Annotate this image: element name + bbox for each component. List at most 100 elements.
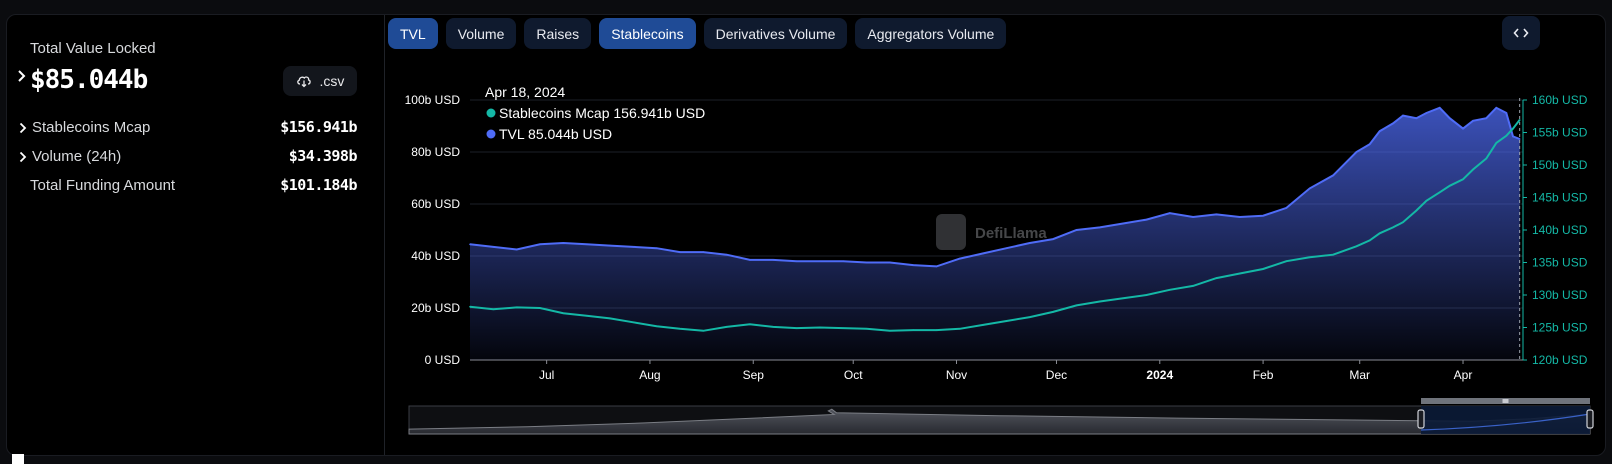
- tvl-point: [1415, 117, 1418, 119]
- tab-aggregators-volume[interactable]: Aggregators Volume: [855, 18, 1007, 49]
- tvl-point: [1462, 127, 1464, 130]
- tvl-point: [585, 243, 588, 246]
- tvl-point: [1122, 222, 1124, 225]
- tvl-point: [1262, 214, 1264, 217]
- stablecoins-point: [1512, 127, 1514, 130]
- tvl-point: [1285, 207, 1288, 209]
- y-axis-right-tick-label: 140b USD: [1532, 223, 1588, 237]
- stablecoins-point: [1402, 221, 1404, 223]
- stablecoins-point: [585, 315, 588, 317]
- tvl-point: [1355, 151, 1358, 153]
- tvl-point: [795, 260, 798, 263]
- navigator-selection-line: [1420, 413, 1591, 431]
- y-axis-left-tick-label: 40b USD: [411, 249, 460, 263]
- tvl-line: [469, 106, 1521, 268]
- tvl-value: $85.044b: [30, 65, 148, 95]
- stablecoins-point: [865, 328, 868, 330]
- stablecoins-point: [749, 323, 751, 326]
- tvl-point: [1438, 107, 1441, 109]
- stablecoins-point: [772, 326, 775, 328]
- y-axis-right-tick-label: 120b USD: [1532, 353, 1588, 367]
- defillama-watermark: DefiLlama: [936, 214, 1047, 250]
- tvl-area: [470, 107, 1520, 360]
- llama-logo-icon: [936, 214, 966, 250]
- code-icon: [1513, 28, 1529, 38]
- stablecoins-point: [1368, 239, 1371, 242]
- chevron-right-icon[interactable]: [15, 69, 29, 83]
- stat-row-volume-24h[interactable]: Volume (24h) $34.398b: [7, 147, 358, 169]
- stablecoins-point: [679, 328, 681, 330]
- stablecoins-point: [1168, 289, 1171, 291]
- stablecoins-point: [469, 305, 471, 308]
- stablecoins-point: [702, 329, 705, 332]
- tab-volume[interactable]: Volume: [445, 18, 517, 49]
- tvl-point: [1425, 112, 1428, 114]
- tvl-point: [1168, 212, 1171, 214]
- stablecoins-point: [492, 308, 495, 311]
- tab-derivatives-volume[interactable]: Derivatives Volume: [703, 18, 848, 49]
- y-axis-right-tick-label: 150b USD: [1532, 158, 1588, 172]
- tab-raises[interactable]: Raises: [524, 18, 592, 49]
- summary-panel: Total Value Locked $85.044b .csv Stablec…: [7, 15, 385, 455]
- embed-code-button[interactable]: [1502, 16, 1540, 50]
- stat-value: $156.941b: [280, 118, 357, 136]
- stat-row-stablecoins-mcap[interactable]: Stablecoins Mcap $156.941b: [7, 118, 357, 140]
- csv-label: .csv: [319, 73, 345, 89]
- tvl-point: [1505, 112, 1508, 114]
- navigator-handle: [1417, 409, 1425, 429]
- tvl-point: [1075, 229, 1078, 231]
- tooltip-row-text: Stablecoins Mcap 156.941b USD: [499, 105, 705, 121]
- stablecoins-point: [1052, 311, 1054, 313]
- stablecoins-point: [935, 329, 938, 331]
- stablecoins-point: [609, 317, 611, 320]
- stablecoins-point: [539, 307, 541, 309]
- y-axis-right-tick-label: 125b USD: [1532, 321, 1588, 335]
- stablecoins-point: [1425, 199, 1428, 202]
- tvl-point: [982, 252, 984, 255]
- y-axis-left-tick-label: 60b USD: [411, 197, 460, 211]
- chevron-right-icon: [19, 122, 27, 134]
- y-axis-right-tick-label: 160b USD: [1532, 93, 1588, 107]
- stablecoins-point: [1005, 320, 1008, 322]
- tooltip-row-text: TVL 85.044b USD: [499, 126, 612, 142]
- stablecoins-point: [982, 324, 984, 326]
- tvl-point: [632, 246, 635, 248]
- tvl-point: [1448, 117, 1451, 119]
- download-csv-button[interactable]: .csv: [283, 66, 357, 96]
- stablecoins-point: [1472, 168, 1474, 171]
- tab-tvl[interactable]: TVL: [388, 18, 438, 49]
- x-axis-tick-label: Mar: [1349, 368, 1370, 382]
- y-axis-left-tick-label: 0 USD: [425, 353, 461, 367]
- stablecoins-point: [725, 326, 728, 328]
- tvl-point: [725, 253, 728, 256]
- y-axis-left-tick-label: 80b USD: [411, 145, 460, 159]
- tvl-point: [1332, 174, 1334, 177]
- tvl-point: [1005, 247, 1008, 249]
- tooltip-date: Apr 18, 2024: [485, 84, 565, 100]
- stablecoins-point: [912, 329, 914, 331]
- stat-row-total-funding: Total Funding Amount $101.184b: [7, 176, 357, 198]
- stablecoins-point: [655, 325, 658, 328]
- tvl-point: [1192, 216, 1194, 218]
- tvl-point: [702, 251, 705, 253]
- x-axis-tick-label: Jul: [539, 368, 554, 382]
- stablecoins-point: [1075, 304, 1078, 307]
- x-axis-tick-label: Oct: [844, 368, 863, 382]
- stablecoins-line: [469, 119, 1521, 332]
- tvl-point: [655, 247, 658, 249]
- tvl-point: [492, 246, 495, 248]
- tvl-point: [865, 261, 868, 264]
- tvl-point: [1402, 114, 1404, 117]
- tvl-point: [469, 243, 471, 246]
- stablecoins-point: [1518, 119, 1521, 121]
- tvl-point: [959, 257, 961, 260]
- stablecoins-point: [1029, 316, 1031, 318]
- x-axis-tick-label: Apr: [1454, 368, 1473, 382]
- stablecoins-point: [1355, 245, 1358, 248]
- stablecoins-point: [1332, 253, 1334, 256]
- tvl-point: [609, 244, 611, 247]
- tvl-point: [772, 259, 775, 261]
- tab-stablecoins[interactable]: Stablecoins: [599, 18, 696, 49]
- tvl-point: [562, 242, 565, 244]
